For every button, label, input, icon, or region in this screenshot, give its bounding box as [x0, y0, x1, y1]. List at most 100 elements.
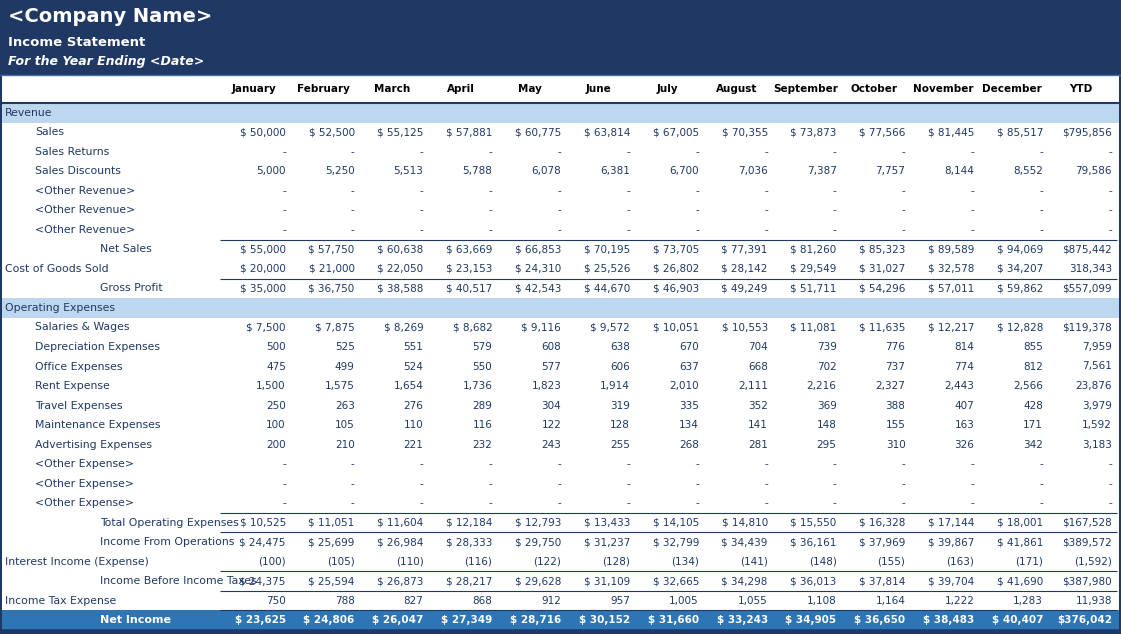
- Text: $ 22,050: $ 22,050: [378, 264, 424, 274]
- Text: -: -: [282, 498, 286, 508]
- Text: (1,592): (1,592): [1074, 557, 1112, 567]
- Text: 148: 148: [817, 420, 836, 430]
- Text: 1,736: 1,736: [463, 381, 492, 391]
- Text: 7,757: 7,757: [876, 166, 906, 176]
- Text: -: -: [695, 498, 698, 508]
- Text: $ 24,806: $ 24,806: [304, 615, 354, 625]
- Text: $ 66,853: $ 66,853: [515, 244, 562, 254]
- Text: 912: 912: [541, 596, 562, 605]
- Text: $ 14,810: $ 14,810: [722, 517, 768, 527]
- Text: 263: 263: [335, 401, 354, 411]
- Text: 704: 704: [748, 342, 768, 352]
- Text: 141: 141: [748, 420, 768, 430]
- Text: 7,036: 7,036: [738, 166, 768, 176]
- Text: 210: 210: [335, 439, 354, 450]
- Text: (128): (128): [602, 557, 630, 567]
- Text: -: -: [971, 205, 974, 216]
- Text: $ 18,001: $ 18,001: [997, 517, 1044, 527]
- Text: $ 38,483: $ 38,483: [923, 615, 974, 625]
- Text: -: -: [765, 225, 768, 235]
- Text: 221: 221: [404, 439, 424, 450]
- Text: -: -: [971, 147, 974, 157]
- Text: -: -: [1039, 225, 1044, 235]
- Text: -: -: [971, 479, 974, 489]
- Text: $ 73,873: $ 73,873: [790, 127, 836, 138]
- Text: 2,111: 2,111: [738, 381, 768, 391]
- Text: Rent Expense: Rent Expense: [35, 381, 110, 391]
- Bar: [0, 533, 1121, 552]
- Text: $ 44,670: $ 44,670: [584, 283, 630, 294]
- Text: 7,387: 7,387: [807, 166, 836, 176]
- Bar: [0, 200, 1121, 220]
- Text: 318,343: 318,343: [1069, 264, 1112, 274]
- Text: 319: 319: [610, 401, 630, 411]
- Text: 5,513: 5,513: [393, 166, 424, 176]
- Text: Interest Income (Expense): Interest Income (Expense): [4, 557, 149, 567]
- Text: -: -: [489, 459, 492, 469]
- Text: $ 12,828: $ 12,828: [997, 323, 1044, 332]
- Text: $ 32,799: $ 32,799: [652, 537, 698, 547]
- Text: August: August: [715, 84, 757, 94]
- Text: 1,914: 1,914: [600, 381, 630, 391]
- Text: -: -: [695, 225, 698, 235]
- Text: -: -: [833, 186, 836, 196]
- Text: $ 37,969: $ 37,969: [859, 537, 906, 547]
- Text: <Other Expense>: <Other Expense>: [35, 479, 135, 489]
- Text: 134: 134: [679, 420, 698, 430]
- Text: $ 11,604: $ 11,604: [378, 517, 424, 527]
- Text: 250: 250: [266, 401, 286, 411]
- Text: 608: 608: [541, 342, 562, 352]
- Text: $ 40,407: $ 40,407: [992, 615, 1044, 625]
- Text: -: -: [901, 147, 906, 157]
- Bar: [0, 142, 1121, 162]
- Text: -: -: [833, 498, 836, 508]
- Text: February: February: [297, 84, 350, 94]
- Text: 289: 289: [473, 401, 492, 411]
- Text: -: -: [1109, 498, 1112, 508]
- Text: Office Expenses: Office Expenses: [35, 361, 122, 372]
- Text: -: -: [695, 186, 698, 196]
- Text: $ 27,349: $ 27,349: [442, 615, 492, 625]
- Text: 2,566: 2,566: [1013, 381, 1044, 391]
- Text: -: -: [695, 459, 698, 469]
- Bar: [0, 376, 1121, 396]
- Text: -: -: [765, 459, 768, 469]
- Text: $389,572: $389,572: [1063, 537, 1112, 547]
- Text: -: -: [489, 479, 492, 489]
- Text: $ 26,984: $ 26,984: [377, 537, 424, 547]
- Text: 11,938: 11,938: [1075, 596, 1112, 605]
- Text: $ 25,699: $ 25,699: [308, 537, 354, 547]
- Text: Sales Discounts: Sales Discounts: [35, 166, 121, 176]
- Text: -: -: [833, 459, 836, 469]
- Text: 281: 281: [748, 439, 768, 450]
- Text: -: -: [282, 225, 286, 235]
- Text: Operating Expenses: Operating Expenses: [4, 303, 115, 313]
- Text: 638: 638: [610, 342, 630, 352]
- Bar: [0, 0, 1121, 2]
- Text: 428: 428: [1023, 401, 1044, 411]
- Text: 5,788: 5,788: [463, 166, 492, 176]
- Bar: [0, 337, 1121, 357]
- Text: Depreciation Expenses: Depreciation Expenses: [35, 342, 160, 352]
- Text: $ 77,566: $ 77,566: [859, 127, 906, 138]
- Text: October: October: [851, 84, 898, 94]
- Text: 1,005: 1,005: [669, 596, 698, 605]
- Text: 551: 551: [404, 342, 424, 352]
- Text: -: -: [557, 205, 562, 216]
- Text: $ 85,517: $ 85,517: [997, 127, 1044, 138]
- Text: 295: 295: [817, 439, 836, 450]
- Text: 310: 310: [886, 439, 906, 450]
- Text: 814: 814: [954, 342, 974, 352]
- Bar: [0, 220, 1121, 240]
- Text: 276: 276: [404, 401, 424, 411]
- Text: $ 23,153: $ 23,153: [446, 264, 492, 274]
- Text: Cost of Goods Sold: Cost of Goods Sold: [4, 264, 109, 274]
- Text: Travel Expenses: Travel Expenses: [35, 401, 122, 411]
- Text: $ 10,525: $ 10,525: [240, 517, 286, 527]
- Text: (141): (141): [740, 557, 768, 567]
- Text: 255: 255: [610, 439, 630, 450]
- Text: $ 31,237: $ 31,237: [584, 537, 630, 547]
- Text: -: -: [489, 498, 492, 508]
- Text: 6,700: 6,700: [669, 166, 698, 176]
- Text: 3,979: 3,979: [1082, 401, 1112, 411]
